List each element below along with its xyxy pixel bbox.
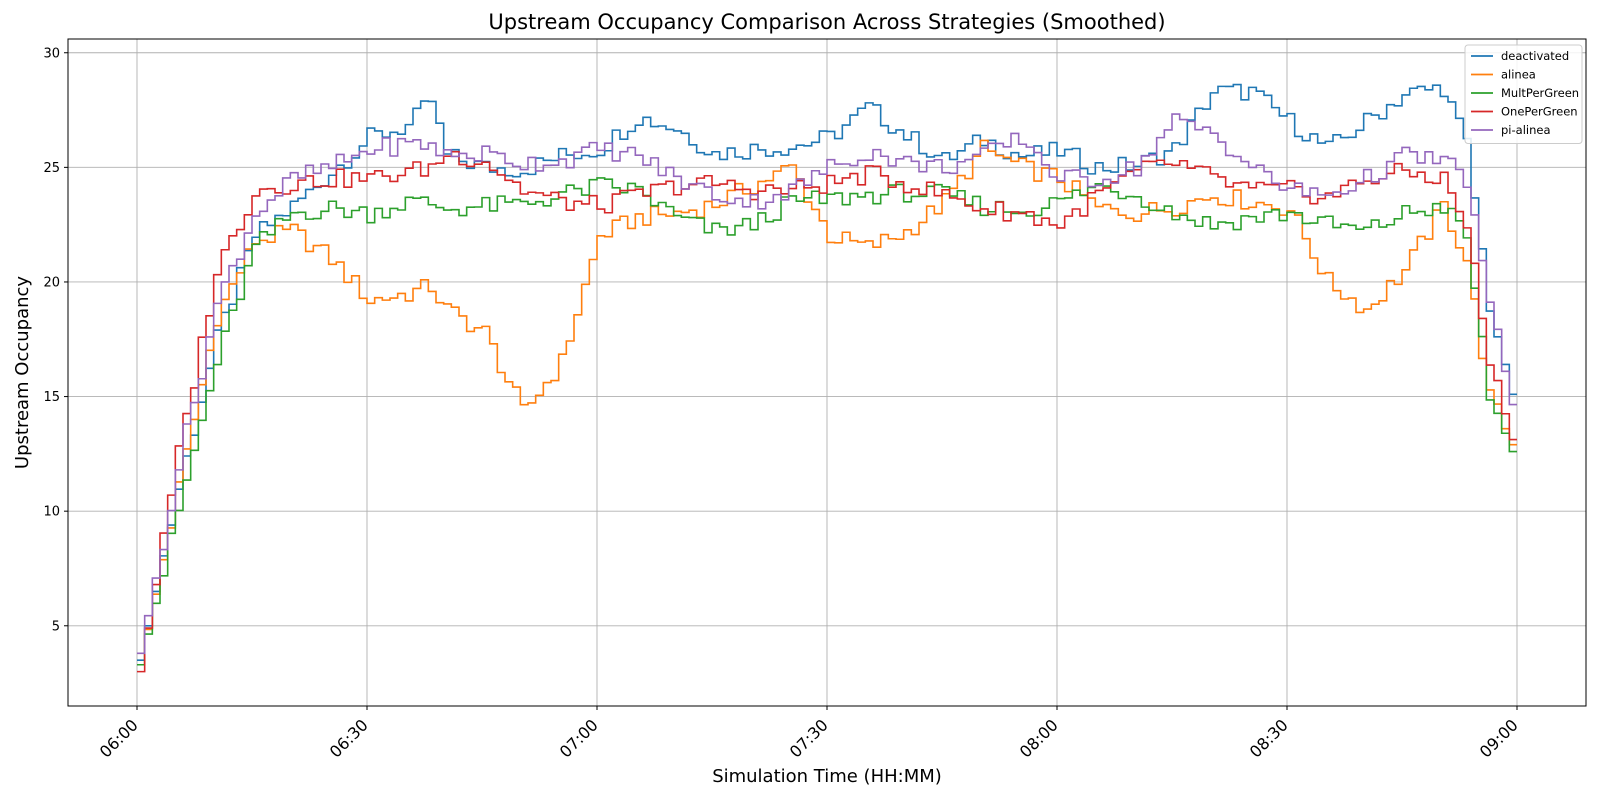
legend-label-pi-alinea: pi-alinea bbox=[1501, 123, 1551, 137]
y-tick-label: 15 bbox=[43, 390, 60, 405]
series-line-deactivated bbox=[137, 83, 1517, 661]
legend-label-MultPerGreen: MultPerGreen bbox=[1501, 86, 1579, 100]
y-tick-label: 20 bbox=[43, 275, 60, 290]
series-layer bbox=[137, 83, 1517, 673]
x-axis-title: Simulation Time (HH:MM) bbox=[712, 766, 942, 787]
series-line-pi-alinea bbox=[137, 113, 1517, 655]
legend-label-deactivated: deactivated bbox=[1501, 49, 1569, 63]
series-line-MultPerGreen bbox=[137, 177, 1517, 666]
series-line-OnePerGreen bbox=[137, 150, 1517, 673]
y-tick-label: 30 bbox=[43, 46, 60, 61]
legend-label-alinea: alinea bbox=[1501, 68, 1536, 82]
chart-title: Upstream Occupancy Comparison Across Str… bbox=[488, 10, 1165, 34]
legend: deactivated alinea MultPerGreen OnePerGreen… bbox=[1464, 44, 1583, 144]
y-tick-label: 10 bbox=[43, 505, 60, 520]
y-tick-label: 5 bbox=[52, 619, 60, 634]
y-tick-label: 25 bbox=[43, 161, 60, 176]
legend-label-OnePerGreen: OnePerGreen bbox=[1501, 105, 1578, 119]
y-axis-title: Upstream Occupancy bbox=[12, 276, 33, 470]
legend-box bbox=[1464, 44, 1583, 144]
